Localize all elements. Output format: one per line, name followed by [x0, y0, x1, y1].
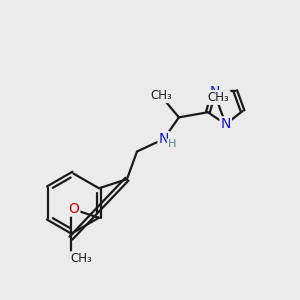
Text: CH₃: CH₃: [70, 252, 92, 265]
Text: CH₃: CH₃: [208, 91, 230, 104]
Text: O: O: [68, 202, 79, 216]
Text: N: N: [158, 132, 169, 146]
Text: H: H: [168, 140, 176, 149]
Text: N: N: [220, 117, 231, 131]
Text: N: N: [210, 85, 220, 99]
Text: CH₃: CH₃: [150, 89, 172, 102]
